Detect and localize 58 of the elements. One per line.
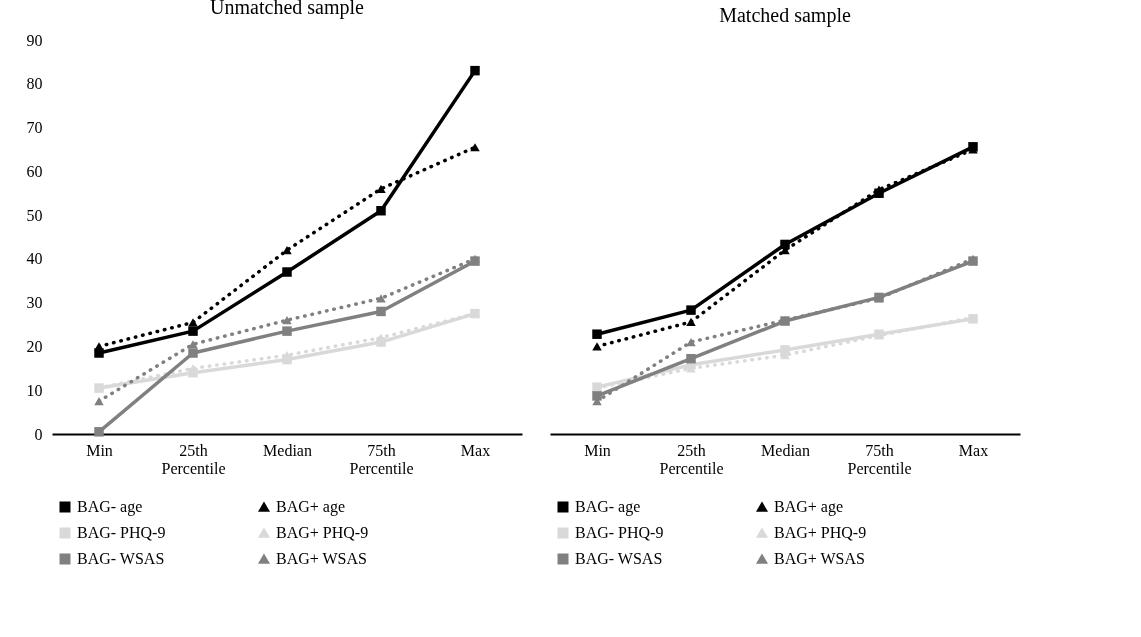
y-tick-label: 60 xyxy=(26,162,43,180)
y-tick-label: 90 xyxy=(26,31,43,49)
y-tick-label: 80 xyxy=(26,75,43,93)
y-tick-label: 10 xyxy=(26,381,43,399)
x-tick-label: Median xyxy=(761,441,810,459)
legend-label: BAG- PHQ-9 xyxy=(575,524,664,541)
point xyxy=(686,337,696,347)
point xyxy=(282,316,292,325)
point xyxy=(592,391,602,401)
x-tick-label: 75th Percentile xyxy=(349,441,414,477)
point xyxy=(282,326,292,336)
point xyxy=(376,205,386,216)
chart-title: Unmatched sample xyxy=(210,0,365,19)
point xyxy=(592,329,602,339)
point xyxy=(376,294,386,303)
legend-label: BAG+ WSAS xyxy=(774,550,865,567)
legend-label: BAG- WSAS xyxy=(575,550,663,567)
x-tick-label: Max xyxy=(958,441,989,459)
x-tick-label: 25th Percentile xyxy=(659,441,724,477)
point xyxy=(376,306,386,317)
point xyxy=(188,348,198,358)
x-tick-label: Min xyxy=(584,441,611,459)
legend-label: BAG+ PHQ-9 xyxy=(774,524,867,541)
legend-label: BAG- PHQ-9 xyxy=(77,524,166,541)
point xyxy=(94,342,104,351)
legend-label: BAG+ age xyxy=(774,498,844,516)
y-tick-label: 40 xyxy=(26,250,43,268)
x-tick-label: Max xyxy=(460,441,491,459)
legend-label: BAG- age xyxy=(575,498,641,516)
y-tick-label: 70 xyxy=(26,119,43,137)
x-tick-label: Min xyxy=(86,441,113,459)
legend-label: BAG- age xyxy=(77,498,143,516)
y-tick-label: 50 xyxy=(26,206,43,224)
legend-label: BAG+ age xyxy=(276,498,346,516)
chart-title: Matched sample xyxy=(719,4,851,27)
legend-label: BAG+ WSAS xyxy=(276,550,367,567)
point xyxy=(470,65,480,76)
point xyxy=(780,239,790,250)
point xyxy=(188,326,198,336)
point xyxy=(188,340,198,349)
point xyxy=(686,317,696,327)
y-tick-label: 0 xyxy=(34,425,43,443)
point xyxy=(686,305,696,315)
legend-label: BAG- WSAS xyxy=(77,550,165,567)
point xyxy=(94,397,104,406)
point xyxy=(282,267,292,277)
y-tick-label: 20 xyxy=(26,337,43,355)
point xyxy=(592,342,602,351)
legend-label: BAG+ PHQ-9 xyxy=(276,524,369,541)
point xyxy=(94,427,104,437)
x-tick-label: 25th Percentile xyxy=(161,441,226,477)
y-tick-label: 30 xyxy=(26,294,43,312)
point xyxy=(686,353,696,364)
x-tick-label: 75th Percentile xyxy=(847,441,912,477)
point xyxy=(470,143,480,152)
point xyxy=(282,246,292,255)
x-tick-label: Median xyxy=(263,441,312,459)
point xyxy=(780,345,790,355)
